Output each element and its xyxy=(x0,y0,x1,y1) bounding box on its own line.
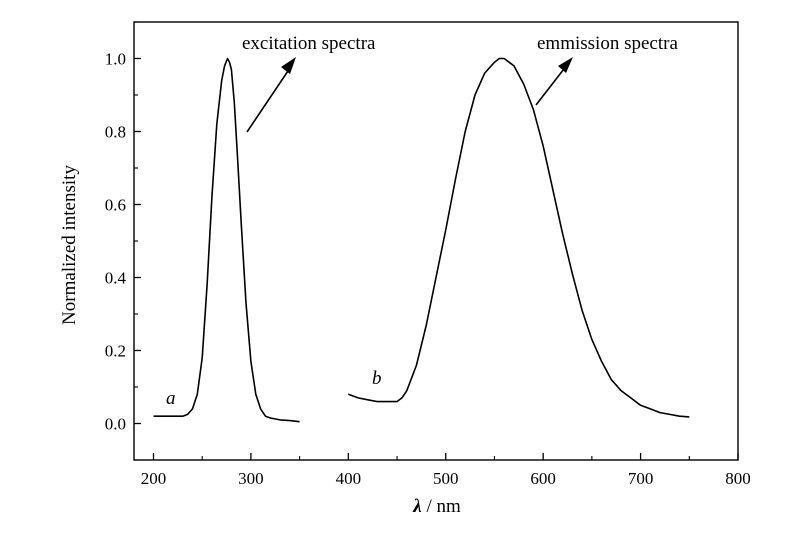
x-tick-label: 400 xyxy=(336,469,362,488)
x-tick-label: 600 xyxy=(530,469,556,488)
x-tick-label: 300 xyxy=(238,469,264,488)
y-axis-label: Normalized intensity xyxy=(59,165,80,325)
y-tick-label: 0.6 xyxy=(105,196,126,215)
emission-spectra-annotation: emmission spectra xyxy=(537,33,678,54)
x-tick-label: 500 xyxy=(433,469,459,488)
excitation-spectra-annotation: excitation spectra xyxy=(242,33,376,54)
series-label-a: a xyxy=(166,388,176,409)
y-tick-label: 0.2 xyxy=(105,342,126,361)
y-tick-label: 1.0 xyxy=(105,50,126,69)
y-tick-label: 0.8 xyxy=(105,123,126,142)
y-tick-label: 0.0 xyxy=(105,415,126,434)
x-tick-label: 700 xyxy=(628,469,654,488)
x-axis-label: λ / nm xyxy=(412,496,461,517)
x-tick-label: 200 xyxy=(141,469,167,488)
plot-layer: 200 300 400 500 600 700 800 0.0 0.2 0.4 0.6 0.8 1.0 xyxy=(105,21,751,488)
series-line-a xyxy=(153,57,300,423)
series-label-b: b xyxy=(372,368,382,389)
x-tick-label: 800 xyxy=(725,469,751,488)
series-line-b xyxy=(348,57,690,418)
y-tick-label: 0.4 xyxy=(105,269,127,288)
emission-arrow xyxy=(535,57,573,106)
plot-frame xyxy=(133,21,739,461)
excitation-arrow xyxy=(246,57,296,133)
